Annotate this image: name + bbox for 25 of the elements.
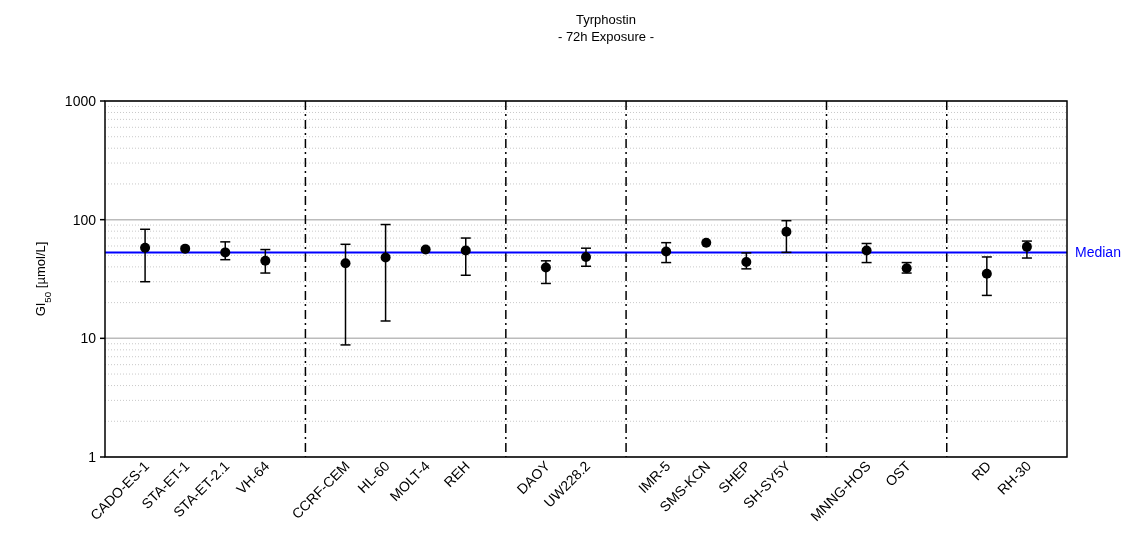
y-tick-label: 10 — [80, 330, 97, 347]
point — [741, 256, 752, 267]
point — [981, 268, 992, 279]
y-tick-label: 1 — [88, 449, 97, 465]
point — [861, 245, 872, 256]
chart-subtitle: - 72h Exposure - — [557, 29, 655, 44]
point — [661, 246, 672, 257]
point — [220, 247, 231, 258]
x-tick-label: RD — [968, 457, 994, 484]
point — [140, 242, 151, 253]
point — [460, 245, 471, 256]
point — [380, 252, 391, 263]
ref-line-label: Median — [1075, 244, 1121, 261]
point — [540, 262, 551, 273]
point — [1021, 241, 1032, 252]
point — [701, 237, 712, 248]
y-tick-label: 1000 — [64, 93, 97, 109]
point — [260, 255, 271, 266]
y-tick-label: 100 — [72, 211, 97, 228]
point — [180, 243, 191, 254]
point — [420, 244, 431, 255]
point — [581, 251, 591, 262]
point — [781, 226, 792, 237]
point — [340, 258, 351, 269]
chart-title: Tyrphostin — [576, 12, 636, 27]
